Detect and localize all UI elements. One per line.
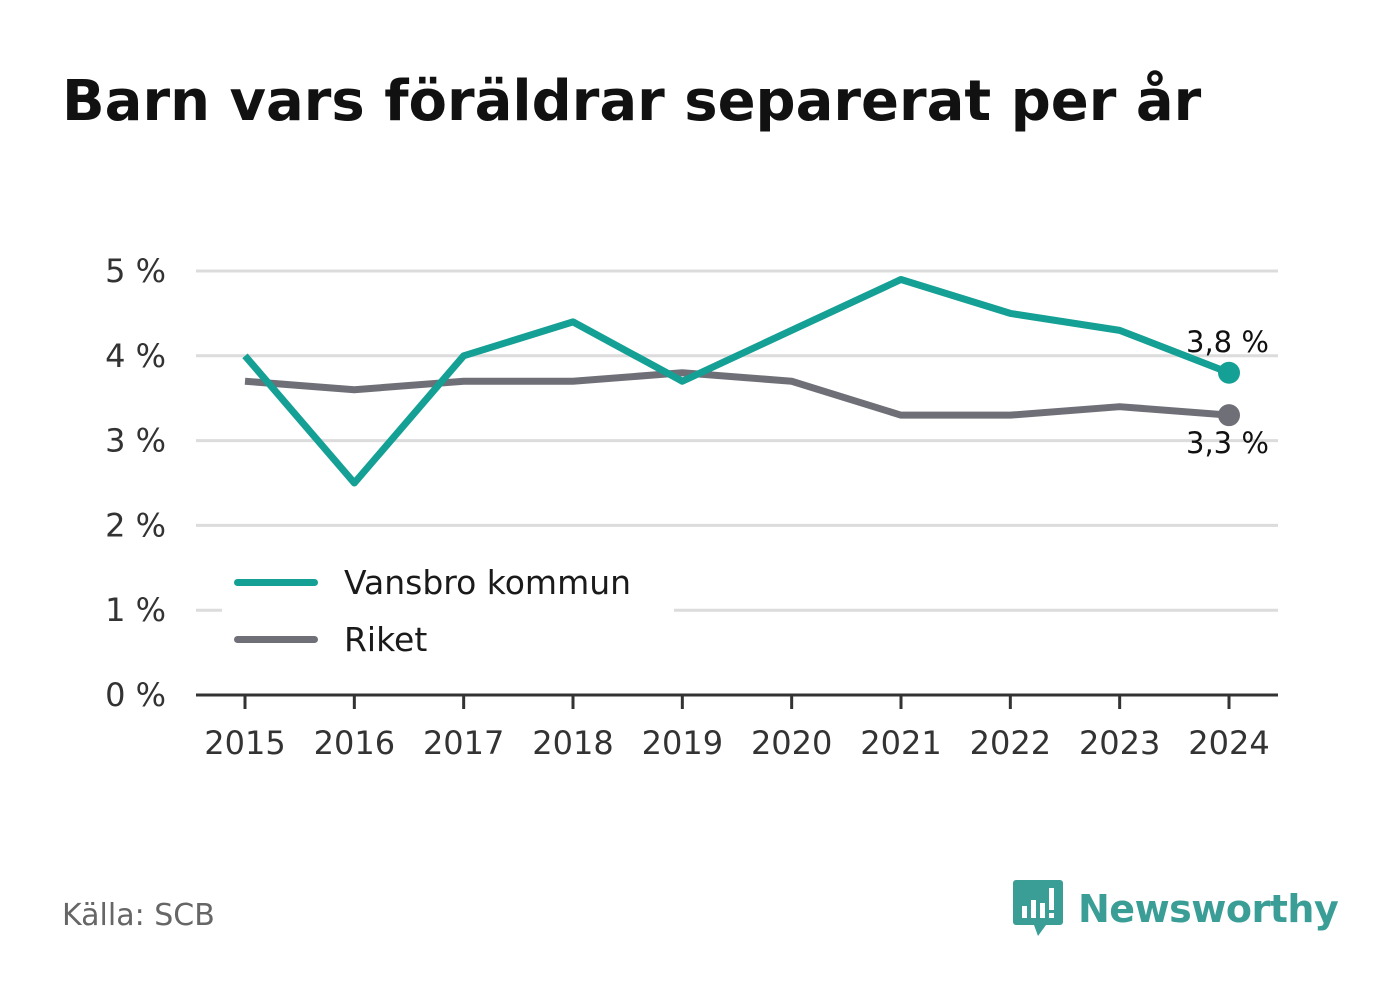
x-tick-label: 2021 [860, 724, 941, 762]
brand-logo[interactable]: Newsworthy [1012, 878, 1339, 940]
y-tick-label: 4 % [105, 337, 166, 375]
x-tick-label: 2022 [970, 724, 1051, 762]
y-tick-label: 1 % [105, 591, 166, 629]
series-end-label: 3,3 % [1186, 426, 1269, 460]
series-end-markers: 3,8 % 3,3 % [1186, 325, 1269, 460]
source-note: Källa: SCB [62, 898, 215, 933]
brand-name: Newsworthy [1078, 887, 1339, 931]
y-tick-label: 2 % [105, 506, 166, 544]
x-tick-label: 2019 [642, 724, 723, 762]
legend-item-riket: Riket [222, 611, 674, 668]
x-tick-label: 2015 [204, 724, 285, 762]
series-line [244, 369, 1230, 419]
legend-label-riket: Riket [344, 620, 428, 659]
legend-swatch-riket [234, 636, 318, 643]
chart-title: Barn vars föräldrar separerat per år [62, 69, 1202, 134]
newsworthy-logo-icon [1013, 880, 1063, 936]
legend-item-vansbro: Vansbro kommun [222, 554, 674, 611]
x-axis [196, 693, 1278, 709]
series-line [242, 275, 1231, 487]
x-tick-label: 2023 [1079, 724, 1160, 762]
x-tick-label: 2017 [423, 724, 504, 762]
chart-legend: Vansbro kommun Riket [222, 548, 674, 674]
series-end-point [1218, 361, 1240, 384]
x-axis-tick-labels: 2015 2016 2017 2018 2019 2020 2021 2022 2023 2024 [204, 724, 1269, 762]
x-tick-label: 2016 [314, 724, 395, 762]
x-tick-label: 2024 [1188, 724, 1269, 762]
y-tick-label: 5 % [105, 252, 166, 290]
series-end-label: 3,8 % [1186, 325, 1269, 359]
y-tick-label: 3 % [105, 422, 166, 460]
y-tick-label: 0 % [105, 676, 166, 714]
legend-label-vansbro: Vansbro kommun [344, 563, 632, 602]
legend-swatch-vansbro [234, 579, 318, 586]
y-axis-tick-labels: 0 % 1 % 2 % 3 % 4 % 5 % [105, 252, 166, 714]
series-lines [242, 275, 1231, 487]
x-tick-label: 2020 [751, 724, 832, 762]
x-tick-label: 2018 [532, 724, 613, 762]
series-end-point [1218, 404, 1240, 427]
